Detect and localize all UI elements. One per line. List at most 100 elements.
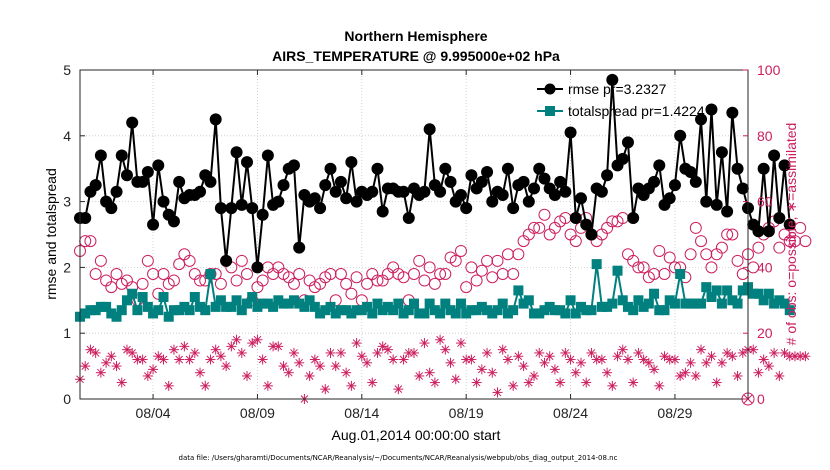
rmse-point [616,152,629,165]
assimilated-obs-point [80,361,91,372]
rmse-point [736,182,749,195]
assimilated-obs-point [612,351,623,362]
assimilated-obs-point [690,370,701,381]
asterisk-stroke [154,352,163,361]
totalspread-point [153,305,164,316]
asterisk-stroke [102,358,110,367]
possible-obs-point [241,267,253,280]
x-axis-label: Aug.01,2014 00:00:00 start [332,427,501,443]
rmse-point [214,202,227,215]
totalspread-point [205,268,216,279]
asterisk-stroke [676,372,685,380]
rmse-point [167,215,180,228]
assimilated-obs-point [252,334,263,345]
assimilated-obs-point [429,377,440,388]
totalspread-point [101,301,112,312]
assimilated-obs-point [800,351,811,362]
asterisk-stroke [754,368,763,377]
y-right-tick-label: 0 [757,391,765,407]
assimilated-obs-point [414,370,425,381]
asterisk-stroke [431,378,439,387]
assimilated-obs-point [482,347,493,358]
possible-obs-point [788,235,801,248]
assimilated-obs-point [163,380,174,391]
asterisk-stroke [190,349,199,357]
rmse-point [585,228,598,241]
assimilated-obs-point [215,351,226,362]
rmse-point [653,159,666,172]
rmse-point [684,165,697,178]
assimilated-obs-point [487,367,498,378]
possible-obs-point [413,254,426,267]
asterisk-stroke [629,378,638,387]
asterisk-stroke [295,358,304,367]
asterisk-stroke [738,349,747,357]
asterisk-stroke [305,372,314,380]
assimilated-obs-point [148,364,159,375]
possible-obs-point [408,267,420,280]
x-tick-label: 08/04 [136,405,171,421]
asterisk-stroke [483,349,491,357]
asterisk-stroke [237,349,246,357]
possible-obs-point [721,228,734,241]
x-tick-label: 08/14 [344,405,379,421]
totalspread-point [544,301,555,312]
rmse-point [314,202,327,215]
totalspread-point [325,301,336,312]
possible-obs-point [449,254,462,267]
totalspread-point [231,295,242,306]
possible-obs-point [533,221,546,234]
asterisk-stroke [170,345,178,354]
assimilated-obs-point [539,357,550,368]
rmse-point [454,189,467,202]
totalspread-point [330,308,341,319]
totalspread-point [288,295,299,306]
totalspread-point [466,305,477,316]
rmse-point [293,241,306,254]
asterisk-stroke [608,381,617,390]
possible-obs-point [663,251,676,264]
possible-obs-point [475,264,488,277]
assimilated-obs-point [455,338,466,349]
asterisk-stroke [775,372,784,380]
totalspread-point [784,305,795,316]
possible-obs-point [94,254,107,267]
assimilated-obs-point [669,354,680,365]
asterisk-stroke [723,349,731,357]
assimilated-obs-point [450,374,461,385]
asterisk-stroke [712,378,721,387]
asterisk-stroke [467,355,476,364]
asterisk-stroke [425,368,434,377]
rmse-point [648,175,661,188]
assimilated-obs-point [288,347,299,358]
rmse-point [204,175,217,188]
possible-obs-point [496,267,509,280]
rmse-point [79,212,92,225]
rmse-point [548,189,561,202]
assimilated-obs-point [518,361,529,372]
asterisk-stroke [363,358,371,367]
asterisk-stroke [519,362,528,370]
assimilated-obs-point [586,347,597,358]
totalspread-point [779,298,790,309]
assimilated-obs-point [570,367,581,378]
rmse-point [340,192,353,205]
assimilated-obs-point [544,351,555,362]
asterisk-stroke [243,372,251,380]
totalspread-point [748,288,759,299]
asterisk-stroke [477,365,486,374]
y-left-tick-label: 1 [63,325,71,341]
totalspread-point [257,298,268,309]
assimilated-obs-point [675,370,686,381]
assimilated-obs-point [168,344,179,355]
rmse-point [668,179,681,192]
rmse-point [251,261,264,274]
assimilated-obs-point [362,357,373,368]
possible-obs-point [538,208,551,221]
possible-obs-point [345,287,358,300]
asterisk-stroke [368,378,377,387]
rmse-point [580,218,593,231]
possible-obs-point [256,274,269,287]
rmse-point [272,195,285,208]
totalspread-point [455,298,466,309]
